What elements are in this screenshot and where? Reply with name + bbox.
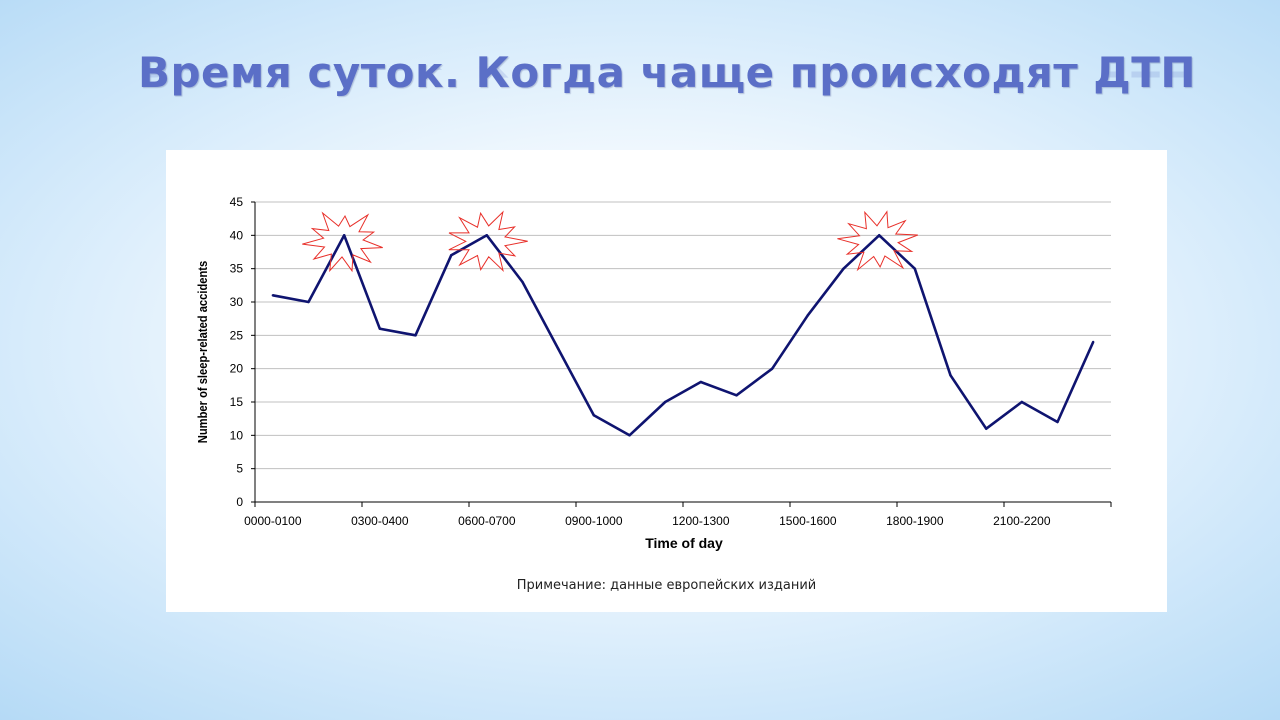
data-point	[592, 414, 596, 417]
series-polyline	[272, 234, 1095, 437]
chart-panel: 0 5 10 15 20 25 30 35 40 45 0000-0100 0300-0400 0600…	[166, 150, 1167, 612]
data-point	[414, 334, 417, 337]
x-tick-label: 0600-0700	[458, 514, 516, 528]
peak-highlights	[302, 210, 918, 273]
footnote: Примечание: данные европейских изданий	[516, 578, 817, 593]
x-axis-label: Time of day	[645, 535, 723, 551]
data-point	[271, 294, 275, 297]
y-tick-label: 25	[230, 328, 244, 342]
data-point	[378, 327, 382, 330]
grid-lines	[255, 201, 1111, 470]
y-tick-label: 30	[230, 295, 244, 309]
y-tick-label: 10	[230, 428, 244, 442]
data-point	[699, 380, 703, 384]
data-point	[1091, 340, 1095, 344]
x-tick-label: 1800-1900	[886, 514, 944, 528]
tick-labels: 0 5 10 15 20 25 30 35 40 45 0000-0100 0300-0400 0600…	[230, 195, 1051, 528]
data-point	[342, 234, 346, 237]
data-point	[628, 434, 631, 437]
data-point	[449, 254, 453, 257]
axes	[251, 201, 1112, 507]
peak-starburst	[302, 211, 383, 273]
y-tick-label: 45	[230, 195, 244, 209]
data-point	[307, 300, 310, 304]
data-point	[663, 400, 667, 404]
data-point	[1020, 400, 1024, 404]
data-point	[521, 280, 524, 284]
y-tick-label: 20	[230, 362, 244, 376]
data-point	[984, 427, 988, 430]
axis-labels: Time of day Number of sleep-related acci…	[195, 261, 723, 551]
data-point	[913, 267, 917, 270]
data-point	[842, 267, 845, 270]
y-axis-label: Number of sleep-related accidents	[195, 261, 210, 444]
x-tick-label: 0300-0400	[351, 514, 409, 528]
y-tick-label: 40	[230, 228, 244, 242]
slide-title: Время суток. Когда чаще происходят ДТП	[137, 48, 1197, 97]
peak-starburst	[837, 210, 918, 272]
x-tick-label: 0900-1000	[565, 514, 623, 528]
x-tick-label: 0000-0100	[244, 514, 302, 528]
y-tick-label: 35	[230, 262, 244, 276]
data-point	[949, 374, 952, 377]
data-point	[1056, 420, 1059, 424]
y-tick-label: 15	[230, 395, 244, 409]
y-tick-label: 5	[236, 462, 243, 476]
data-point	[556, 347, 560, 350]
data-point	[806, 314, 810, 317]
data-point	[770, 367, 774, 370]
x-tick-label: 1500-1600	[779, 514, 837, 528]
line-chart: 0 5 10 15 20 25 30 35 40 45 0000-0100 0300-0400 0600…	[195, 195, 1112, 551]
data-point	[735, 394, 738, 397]
data-point	[485, 234, 489, 237]
x-tick-label: 1200-1300	[672, 514, 730, 528]
x-tick-label: 2100-2200	[993, 514, 1051, 528]
y-tick-label: 0	[236, 495, 243, 509]
data-point	[877, 234, 881, 237]
slide-title-reflection: Время суток. Когда чаще происходят ДТП	[0, 66, 1280, 86]
series-line	[271, 234, 1095, 437]
peak-starburst	[448, 210, 528, 273]
